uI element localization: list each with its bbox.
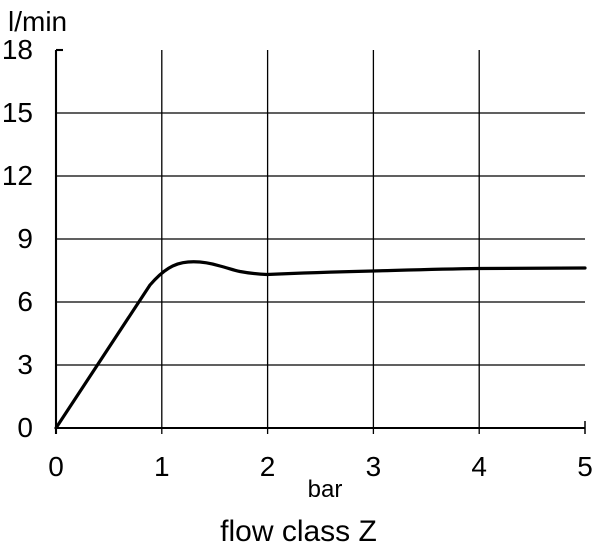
svg-text:0: 0: [48, 451, 64, 482]
svg-text:0: 0: [17, 412, 33, 443]
svg-text:4: 4: [471, 451, 487, 482]
svg-text:l/min: l/min: [8, 6, 67, 37]
svg-text:1: 1: [154, 451, 170, 482]
svg-text:flow class Z: flow class Z: [220, 515, 377, 546]
svg-text:12: 12: [2, 160, 33, 191]
svg-text:3: 3: [17, 349, 33, 380]
svg-text:3: 3: [366, 451, 382, 482]
svg-text:5: 5: [577, 451, 593, 482]
svg-text:18: 18: [2, 34, 33, 65]
svg-text:15: 15: [2, 97, 33, 128]
svg-text:9: 9: [17, 223, 33, 254]
svg-text:6: 6: [17, 286, 33, 317]
svg-text:bar: bar: [308, 476, 343, 503]
svg-text:2: 2: [260, 451, 276, 482]
